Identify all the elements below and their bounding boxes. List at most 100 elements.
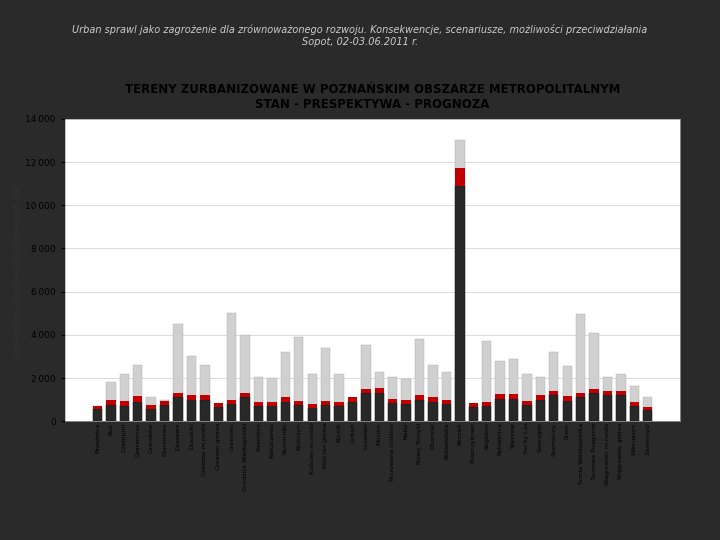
Bar	[388, 377, 397, 421]
Bar	[281, 352, 290, 421]
Bar	[240, 393, 250, 397]
Bar	[93, 409, 102, 421]
Bar	[374, 393, 384, 421]
Bar	[348, 402, 357, 421]
Bar	[482, 341, 491, 421]
Bar	[281, 397, 290, 402]
Bar	[107, 405, 116, 421]
Bar	[415, 395, 424, 400]
Bar	[428, 365, 438, 421]
Bar	[334, 374, 343, 421]
Bar	[321, 401, 330, 405]
Bar	[267, 406, 276, 421]
Bar	[562, 401, 572, 421]
Bar	[133, 396, 143, 402]
Bar	[240, 335, 250, 421]
Bar	[629, 386, 639, 421]
Bar	[120, 406, 129, 421]
Bar	[186, 400, 196, 421]
Bar	[629, 406, 639, 421]
Bar	[509, 394, 518, 399]
Bar	[455, 140, 464, 421]
Bar	[603, 395, 612, 421]
Bar	[603, 377, 612, 421]
Bar	[562, 396, 572, 401]
Bar	[549, 395, 559, 421]
Bar	[576, 397, 585, 421]
Bar	[227, 400, 236, 404]
Bar	[334, 406, 343, 421]
Bar	[374, 372, 384, 421]
Bar	[361, 345, 371, 421]
Bar	[441, 372, 451, 421]
Bar	[441, 404, 451, 421]
Bar	[307, 408, 317, 421]
Bar	[616, 395, 626, 421]
Bar	[402, 400, 411, 404]
Bar	[186, 395, 196, 400]
Bar	[133, 365, 143, 421]
Bar	[629, 402, 639, 406]
Bar	[469, 407, 478, 421]
Bar	[294, 405, 304, 421]
Bar	[415, 339, 424, 421]
Bar	[495, 361, 505, 421]
Bar	[469, 406, 478, 421]
Bar	[120, 401, 129, 406]
Bar	[214, 403, 223, 407]
Title: TERENY ZURBANIZOWANE W POZNAŃSKIM OBSZARZE METROPOLITALNYM
STAN - PRESPEKTYWA - : TERENY ZURBANIZOWANE W POZNAŃSKIM OBSZAR…	[125, 83, 621, 111]
Bar	[174, 393, 183, 397]
Bar	[455, 186, 464, 421]
Bar	[93, 406, 102, 421]
Bar	[174, 324, 183, 421]
Bar	[549, 391, 559, 395]
Bar	[348, 397, 357, 402]
Bar	[361, 389, 371, 393]
Bar	[549, 352, 559, 421]
Bar	[214, 407, 223, 421]
Bar	[120, 374, 129, 421]
Bar	[402, 404, 411, 421]
Bar	[267, 378, 276, 421]
Bar	[174, 397, 183, 421]
Bar	[616, 391, 626, 395]
Bar	[469, 403, 478, 407]
Bar	[576, 314, 585, 421]
Bar	[227, 313, 236, 421]
Y-axis label: powierzchnia terenów zurbanizowanych [ha]: powierzchnia terenów zurbanizowanych [ha…	[13, 184, 22, 356]
Bar	[186, 356, 196, 421]
Bar	[146, 405, 156, 409]
Bar	[348, 400, 357, 421]
Bar	[509, 399, 518, 421]
Bar	[509, 359, 518, 421]
Bar	[200, 365, 210, 421]
Text: Urban sprawl jako zagrożenie dla zrównoważonego rozwoju. Konsekwencje, scenarius: Urban sprawl jako zagrożenie dla zrównow…	[73, 24, 647, 47]
Bar	[107, 400, 116, 405]
Bar	[388, 403, 397, 421]
Bar	[254, 377, 264, 421]
Bar	[133, 402, 143, 421]
Bar	[522, 401, 531, 405]
Bar	[160, 405, 169, 421]
Bar	[603, 391, 612, 395]
Bar	[590, 333, 599, 421]
Bar	[495, 399, 505, 421]
Bar	[441, 400, 451, 404]
Bar	[482, 406, 491, 421]
Bar	[214, 404, 223, 421]
Bar	[294, 337, 304, 421]
Bar	[616, 374, 626, 421]
Bar	[361, 393, 371, 421]
Bar	[590, 393, 599, 421]
Bar	[254, 406, 264, 421]
Bar	[388, 399, 397, 403]
Bar	[590, 389, 599, 393]
Bar	[428, 402, 438, 421]
Bar	[146, 409, 156, 421]
Bar	[240, 397, 250, 421]
Bar	[267, 402, 276, 406]
Bar	[522, 405, 531, 421]
Bar	[576, 393, 585, 397]
Bar	[281, 402, 290, 421]
Bar	[146, 397, 156, 421]
